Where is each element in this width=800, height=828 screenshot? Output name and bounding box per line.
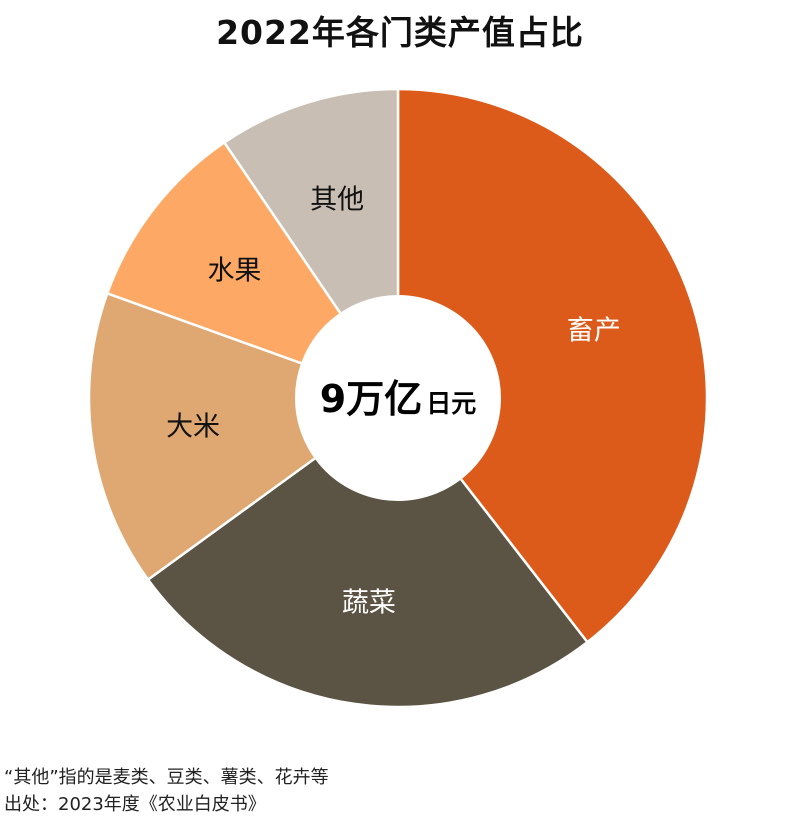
footnotes: “其他”指的是麦类、豆类、薯类、花卉等 出处：2023年度《农业白皮书》 xyxy=(4,764,329,818)
slice-label-畜产: 畜产 xyxy=(567,315,621,346)
slice-蔬菜 xyxy=(146,396,589,709)
chart-title: 2022年各门类产值占比 xyxy=(216,13,584,52)
slice-label-蔬菜: 蔬菜 xyxy=(342,587,396,618)
slice-大米 xyxy=(87,292,400,581)
slice-label-水果: 水果 xyxy=(207,256,261,287)
slice-畜产 xyxy=(396,87,709,644)
footnote-other-definition: “其他”指的是麦类、豆类、薯类、花卉等 xyxy=(4,767,329,788)
center-total: 9万亿 日元 xyxy=(320,377,476,421)
slice-label-其他: 其他 xyxy=(310,185,364,216)
center-total-value: 9万亿 xyxy=(320,377,422,421)
slice-label-大米: 大米 xyxy=(166,412,220,443)
footnote-source: 出处：2023年度《农业白皮书》 xyxy=(4,794,266,815)
donut-hole xyxy=(295,295,501,501)
center-total-unit: 日元 xyxy=(426,389,476,418)
